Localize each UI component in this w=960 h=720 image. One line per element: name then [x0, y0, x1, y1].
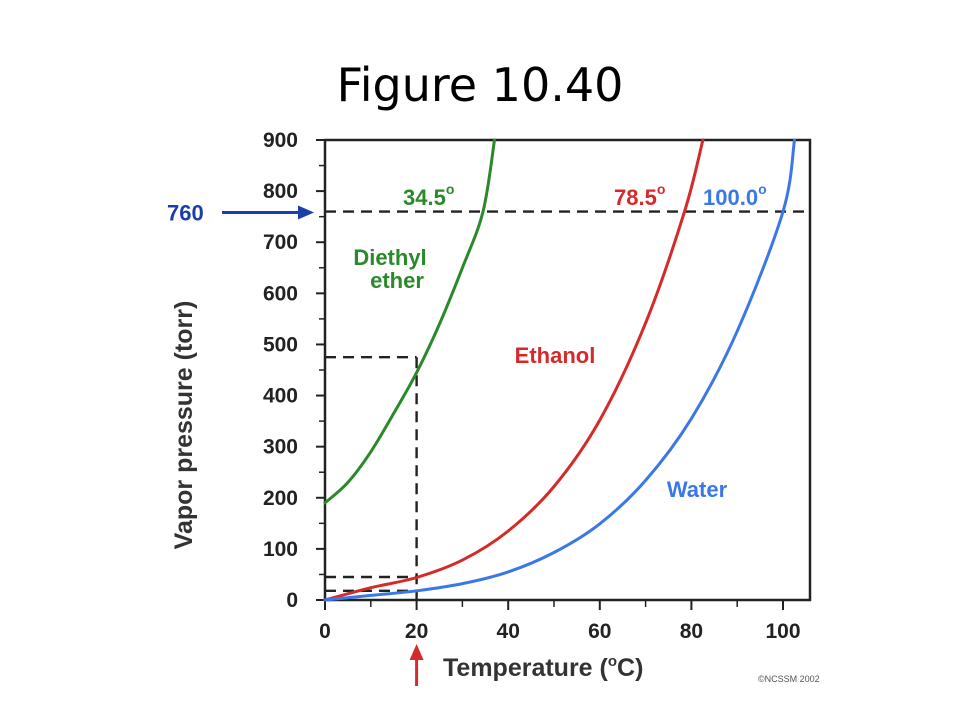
- x-tick-label: 20: [405, 620, 428, 643]
- reference-guides: [325, 210, 810, 600]
- temperature-arrow-icon: [409, 644, 424, 660]
- x-tick-label: 40: [497, 620, 520, 643]
- x-axis-degree-symbol: o: [608, 653, 617, 670]
- label-ethanol: Ethanol: [515, 343, 596, 368]
- pressure-arrow-icon: [298, 205, 314, 220]
- x-tick-label: 100: [765, 620, 800, 643]
- y-tick-label: 200: [263, 487, 298, 510]
- y-tick-label: 900: [263, 129, 298, 152]
- x-axis-title-prefix: Temperature (: [443, 654, 609, 682]
- y-axis: 0 100 200 300 400 500 600 700 800 900: [263, 129, 325, 612]
- y-tick-label: 100: [263, 538, 298, 561]
- x-tick-label: 60: [588, 620, 611, 643]
- y-tick-label: 500: [263, 333, 298, 356]
- curve-water: [323, 138, 796, 602]
- x-tick-label: 0: [319, 620, 331, 643]
- x-axis: 0 20 40 60 80 100: [319, 600, 801, 643]
- y-tick-label: 800: [263, 180, 298, 203]
- boiling-point-label: 100.0o: [703, 181, 767, 210]
- y-tick-label: 600: [263, 282, 298, 305]
- x-axis-title-unit: C: [617, 654, 635, 682]
- boiling-point-label: 78.5o: [614, 181, 665, 210]
- curve-diethyl-ether: [323, 138, 496, 505]
- label-ether: ether: [370, 268, 424, 293]
- y-tick-label: 400: [263, 385, 298, 408]
- vapor-pressure-curves: [323, 138, 796, 602]
- label-diethyl-ether: Diethyl: [353, 245, 426, 270]
- slide-title: Figure 10.40: [336, 58, 624, 112]
- y-tick-label: 0: [286, 589, 298, 612]
- x-tick-label: 80: [680, 620, 703, 643]
- x-axis-title-suffix: ): [635, 654, 643, 682]
- label-water: Water: [667, 477, 728, 502]
- x-axis-title: Temperature (oC): [443, 653, 643, 682]
- curve-ethanol: [323, 138, 705, 602]
- y-tick-label: 300: [263, 436, 298, 459]
- y-tick-label: 700: [263, 231, 298, 254]
- boiling-point-label: 34.5o: [403, 181, 454, 210]
- y-axis-title: Vapor pressure (torr): [170, 301, 198, 550]
- pressure-760-label: 760: [167, 201, 204, 226]
- copyright-notice: ©NCSSM 2002: [758, 674, 820, 684]
